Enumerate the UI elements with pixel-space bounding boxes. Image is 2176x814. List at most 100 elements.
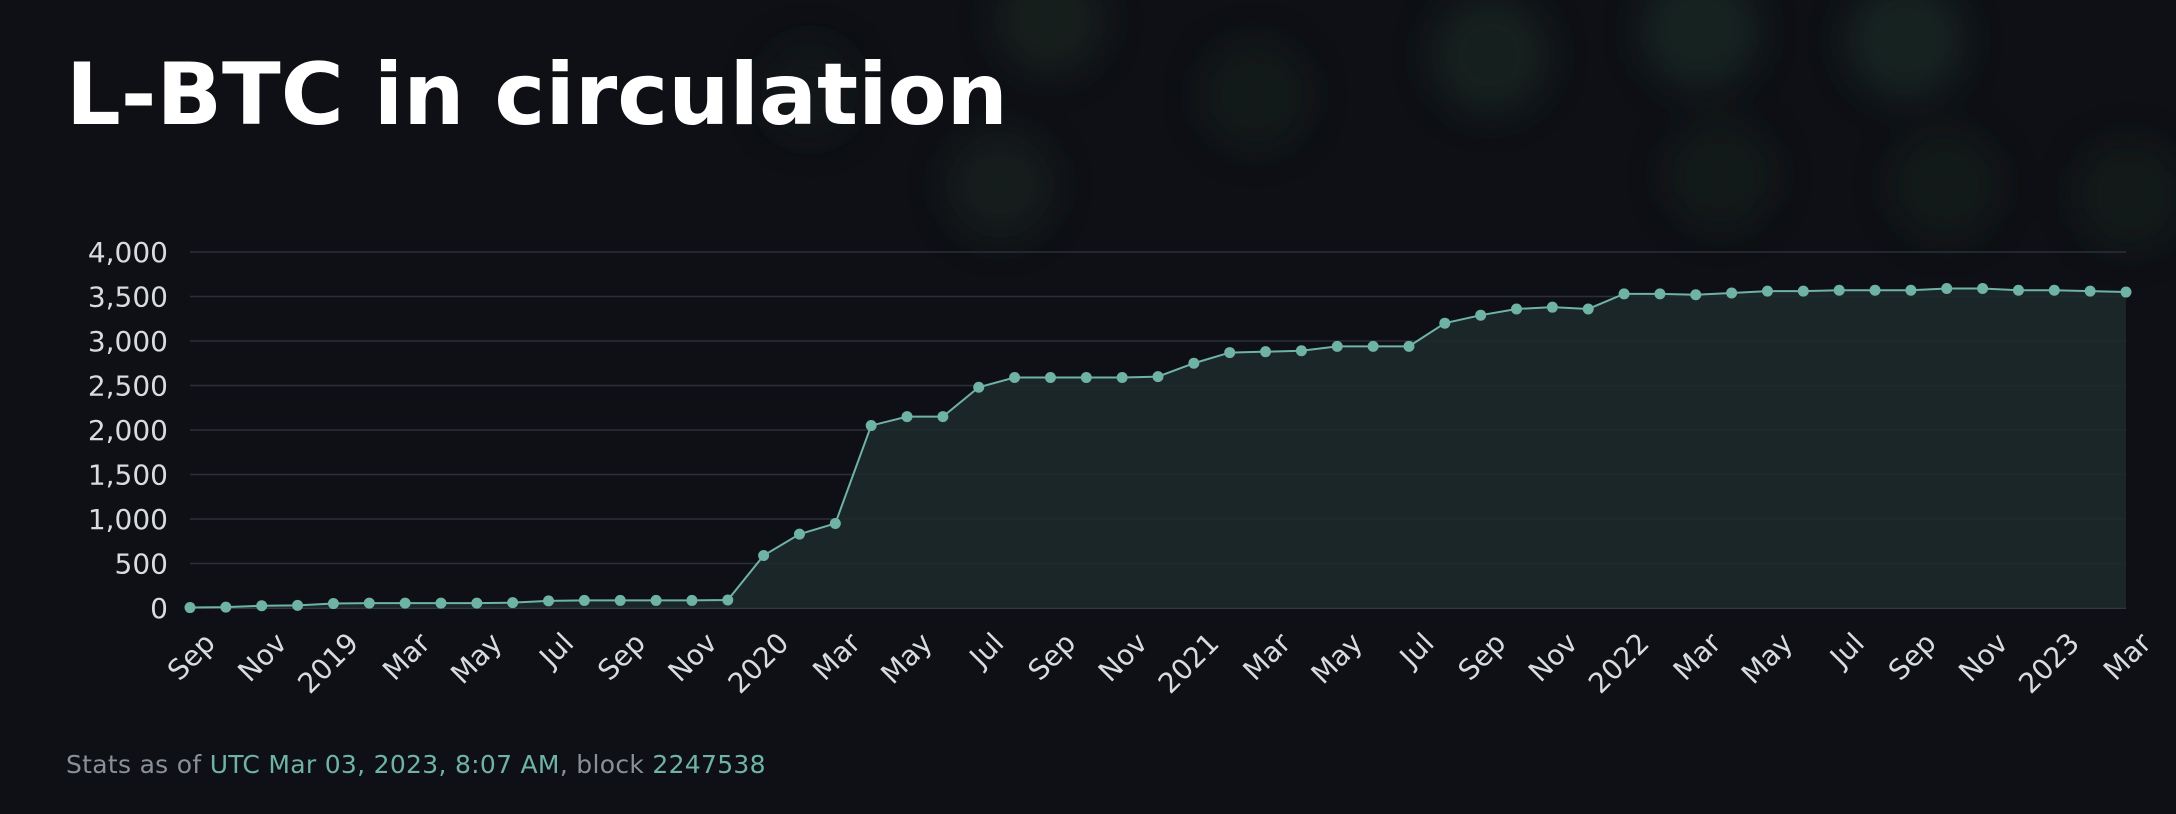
y-tick-label: 4,000	[88, 236, 168, 269]
data-point	[363, 597, 375, 609]
x-tick-label: 2022	[1582, 626, 1656, 700]
y-tick-label: 1,500	[88, 459, 168, 492]
data-point	[722, 594, 734, 606]
data-point	[507, 597, 519, 609]
footer-separator: , block	[559, 750, 653, 779]
data-point	[471, 597, 483, 609]
data-point	[901, 411, 913, 423]
y-tick-label: 3,500	[88, 281, 168, 314]
series-area	[190, 288, 2126, 608]
footer-block-number: 2247538	[652, 750, 766, 779]
x-tick-label: Mar	[1667, 626, 1728, 687]
y-tick-label: 2,000	[88, 414, 168, 447]
data-point	[292, 599, 304, 611]
data-point	[1009, 371, 1021, 383]
data-point	[220, 601, 232, 613]
data-point	[2120, 286, 2132, 298]
data-point	[758, 549, 770, 561]
data-point	[1977, 282, 1989, 294]
data-point	[1403, 340, 1415, 352]
data-point	[793, 528, 805, 540]
data-point	[256, 600, 268, 612]
data-point	[1295, 345, 1307, 357]
y-tick-label: 0	[150, 592, 168, 625]
y-tick-label: 3,000	[88, 325, 168, 358]
data-point	[1797, 285, 1809, 297]
data-point	[1941, 282, 1953, 294]
x-tick-label: Jul	[1822, 626, 1871, 675]
data-point	[543, 595, 555, 607]
y-tick-label: 1,000	[88, 503, 168, 536]
x-tick-label: Jul	[532, 626, 581, 675]
data-point	[973, 381, 985, 393]
x-tick-label: Mar	[1237, 626, 1298, 687]
data-point	[686, 594, 698, 606]
data-point	[435, 597, 447, 609]
data-points-layer	[184, 282, 2132, 614]
data-point	[1905, 284, 1917, 296]
x-tick-label: Nov	[1522, 626, 1584, 688]
x-tick-label: Sep	[1021, 626, 1082, 687]
x-tick-label: May	[874, 626, 938, 690]
data-point	[614, 594, 626, 606]
x-tick-label: May	[1735, 626, 1799, 690]
x-tick-label: Sep	[591, 626, 652, 687]
x-tick-label: Nov	[662, 626, 724, 688]
data-point	[1582, 303, 1594, 315]
data-point	[1116, 371, 1128, 383]
x-tick-label: 2021	[1152, 626, 1226, 700]
data-point	[1654, 288, 1666, 300]
data-point	[578, 594, 590, 606]
data-point	[829, 517, 841, 529]
data-point	[1224, 347, 1236, 359]
x-tick-label: Mar	[376, 626, 437, 687]
data-point	[1475, 309, 1487, 321]
page-title: L-BTC in circulation	[66, 45, 1008, 145]
data-point	[1618, 288, 1630, 300]
x-tick-label: Sep	[1452, 626, 1513, 687]
data-point	[1188, 357, 1200, 369]
x-tick-label: Sep	[1882, 626, 1943, 687]
data-point	[1511, 303, 1523, 315]
data-point	[650, 594, 662, 606]
footer-timestamp: UTC Mar 03, 2023, 8:07 AM	[209, 750, 560, 779]
data-point	[1367, 340, 1379, 352]
data-point	[1546, 301, 1558, 313]
footer-prefix: Stats as of	[66, 750, 210, 779]
data-point	[184, 602, 196, 614]
data-point	[1690, 289, 1702, 301]
data-point	[1833, 284, 1845, 296]
x-tick-label: 2019	[291, 626, 365, 700]
x-tick-label: May	[444, 626, 508, 690]
data-point	[1331, 340, 1343, 352]
data-point	[1044, 371, 1056, 383]
data-point	[937, 411, 949, 423]
y-tick-label: 2,500	[88, 370, 168, 403]
x-tick-label: May	[1305, 626, 1369, 690]
x-tick-label: Jul	[1392, 626, 1441, 675]
x-tick-label: Sep	[161, 626, 222, 687]
x-tick-label: 2020	[722, 626, 796, 700]
data-point	[865, 420, 877, 432]
x-tick-label: Mar	[2097, 626, 2158, 687]
x-tick-label: Nov	[1092, 626, 1154, 688]
data-point	[327, 598, 339, 610]
x-tick-label: 2023	[2012, 626, 2086, 700]
data-point	[1439, 317, 1451, 329]
x-tick-label: Jul	[962, 626, 1011, 675]
data-point	[1869, 284, 1881, 296]
stats-footer: Stats as of UTC Mar 03, 2023, 8:07 AM, b…	[66, 750, 766, 779]
data-point	[1260, 346, 1272, 358]
data-point	[1761, 285, 1773, 297]
x-tick-label: Nov	[231, 626, 293, 688]
data-point	[2048, 284, 2060, 296]
data-point	[2012, 284, 2024, 296]
y-axis-ticks: 0 500 1,000 1,500 2,000 2,500 3,000 3,500 4,000	[88, 236, 168, 625]
data-point	[399, 597, 411, 609]
data-point	[2084, 285, 2096, 297]
x-tick-label: Mar	[806, 626, 867, 687]
data-point	[1080, 371, 1092, 383]
data-point	[1726, 287, 1738, 299]
